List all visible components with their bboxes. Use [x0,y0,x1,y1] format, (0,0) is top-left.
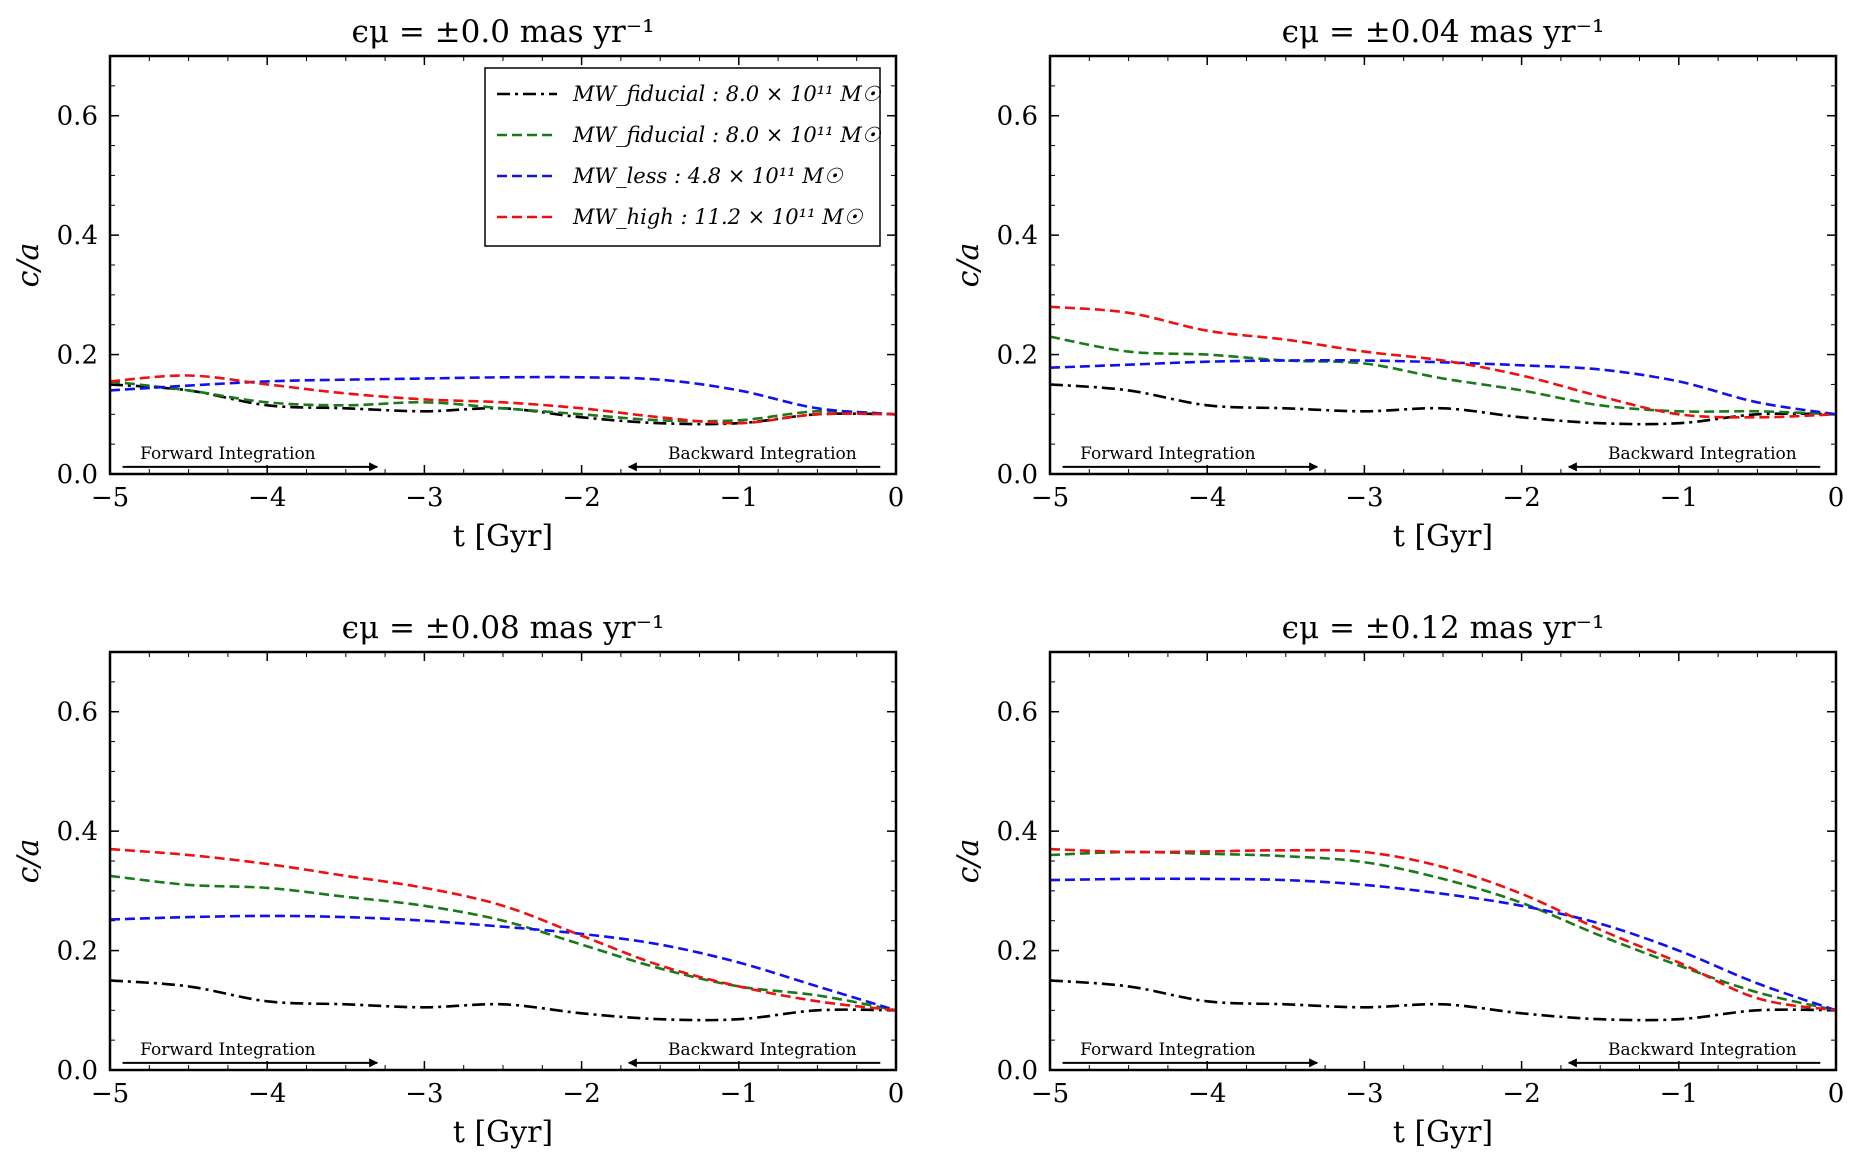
x-tick-label: 0 [888,1079,905,1109]
y-tick-label: 0.4 [57,817,98,847]
legend-entry: MW_high : 11.2 × 10¹¹ M☉ [572,205,864,229]
x-tick-label: −3 [1345,483,1383,513]
x-axis-label: t [Gyr] [453,1115,553,1150]
forward-integration-label: Forward Integration [1080,444,1256,464]
x-tick-label: −4 [248,1079,286,1109]
panel-title: ϵμ = ±0.04 mas yr⁻¹ [1282,14,1605,50]
series-line-1 [1050,979,1836,1022]
x-tick-label: −5 [91,483,129,513]
series-line-1 [110,383,896,426]
panel-4: ϵμ = ±0.12 mas yr⁻¹ −5 −4 −3 −2 −1 0 0.0 0.2 0.4 0… [951,610,1844,1150]
legend-entry: MW_fiducial : 8.0 × 10¹¹ M☉ [572,123,882,147]
x-tick-label: −2 [562,1079,600,1109]
x-tick-label: −1 [1660,1079,1698,1109]
x-tick-label: −3 [405,1079,443,1109]
y-axis-label: c/a [951,839,986,884]
y-tick-label: 0.2 [997,937,1038,967]
panel-1: ϵμ = ±0.0 mas yr⁻¹ −5 −4 −3 −2 −1 0 0.0 0.2 0.4 0.… [11,14,904,554]
x-tick-label: −4 [1188,483,1226,513]
x-tick-label: −5 [91,1079,129,1109]
y-tick-label: 0.0 [997,1056,1038,1086]
x-tick-label: 0 [1828,483,1845,513]
x-tick-label: −2 [1502,1079,1540,1109]
series-line-3 [110,914,896,1012]
series-line-1 [1050,383,1836,426]
forward-integration-label: Forward Integration [140,444,316,464]
series-line-2 [1050,850,1836,1012]
y-tick-label: 0.2 [57,341,98,371]
y-axis-label: c/a [11,243,46,288]
panel-title: ϵμ = ±0.08 mas yr⁻¹ [342,610,665,646]
x-axis-label: t [Gyr] [1393,519,1493,554]
plot-frame [108,650,898,1072]
y-tick-label: 0.2 [57,937,98,967]
y-axis-label: c/a [951,243,986,288]
y-tick-label: 0.4 [57,221,98,251]
legend-entry: MW_less : 4.8 × 10¹¹ M☉ [572,164,844,188]
panel-title: ϵμ = ±0.12 mas yr⁻¹ [1282,610,1605,646]
series-line-1 [110,979,896,1022]
legend-entry: MW_fiducial : 8.0 × 10¹¹ M☉ [572,82,882,106]
x-tick-label: −1 [1660,483,1698,513]
panel-title: ϵμ = ±0.0 mas yr⁻¹ [351,14,654,50]
y-tick-label: 0.0 [997,460,1038,490]
x-tick-label: −1 [720,483,758,513]
series-line-4 [110,374,896,425]
x-tick-label: −4 [1188,1079,1226,1109]
legend: MW_fiducial : 8.0 × 10¹¹ M☉ MW_fiducial :… [484,67,882,247]
y-tick-label: 0.6 [997,102,1038,132]
x-tick-label: −2 [1502,483,1540,513]
panel-2: ϵμ = ±0.04 mas yr⁻¹ −5 −4 −3 −2 −1 0 0.0 0.2 0.4 0… [951,14,1844,554]
x-tick-label: −1 [720,1079,758,1109]
y-tick-label: 0.4 [997,221,1038,251]
x-tick-label: −3 [405,483,443,513]
x-axis-label: t [Gyr] [453,519,553,554]
y-tick-label: 0.0 [57,460,98,490]
y-tick-label: 0.6 [57,102,98,132]
x-tick-label: 0 [1828,1079,1845,1109]
plot-frame [1048,54,1838,476]
x-tick-label: −4 [248,483,286,513]
series-line-3 [110,375,896,416]
backward-integration-label: Backward Integration [1608,444,1797,464]
x-tick-label: −5 [1031,1079,1069,1109]
series-line-2 [110,874,896,1012]
series-line-3 [1050,359,1836,416]
plot-frame [1048,650,1838,1072]
x-axis-label: t [Gyr] [1393,1115,1493,1150]
backward-integration-label: Backward Integration [668,1040,857,1060]
forward-integration-label: Forward Integration [1080,1040,1256,1060]
series-line-4 [1050,847,1836,1012]
panel-3: ϵμ = ±0.08 mas yr⁻¹ −5 −4 −3 −2 −1 0 0.0 0.2 0.4 0… [11,610,904,1150]
backward-integration-label: Backward Integration [668,444,857,464]
y-tick-label: 0.4 [997,817,1038,847]
y-axis-label: c/a [11,839,46,884]
x-tick-label: 0 [888,483,905,513]
y-tick-label: 0.6 [57,698,98,728]
y-tick-label: 0.6 [997,698,1038,728]
backward-integration-label: Backward Integration [1608,1040,1797,1060]
series-line-4 [1050,305,1836,419]
y-tick-label: 0.0 [57,1056,98,1086]
forward-integration-label: Forward Integration [140,1040,316,1060]
series-line-4 [110,847,896,1012]
x-tick-label: −3 [1345,1079,1383,1109]
series-line-2 [110,380,896,423]
x-tick-label: −2 [562,483,600,513]
series-line-3 [1050,877,1836,1012]
x-tick-label: −5 [1031,483,1069,513]
series-line-2 [1050,335,1836,416]
y-tick-label: 0.2 [997,341,1038,371]
plot-frame [108,54,898,476]
